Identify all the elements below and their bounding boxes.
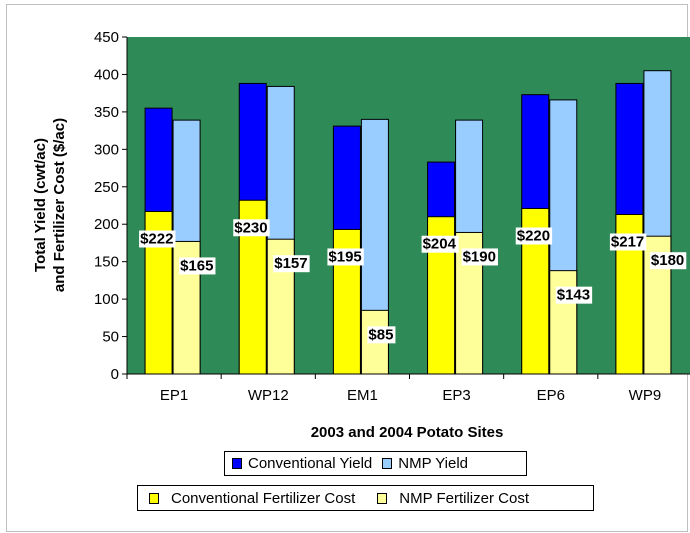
- data-label-nmp-EP6: $143: [555, 286, 593, 304]
- data-label-bg: [461, 248, 498, 266]
- y-tick-label-250: 250: [94, 179, 119, 196]
- legend-item-nmp-yield: NMP Yield: [382, 455, 468, 472]
- x-axis-title: 2003 and 2004 Potato Sites: [311, 424, 504, 441]
- y-tick-label-400: 400: [94, 66, 119, 83]
- data-label-text: $143: [557, 287, 590, 304]
- legend-label-conventional-yield: Conventional Yield: [248, 455, 373, 472]
- data-label-text: $180: [651, 252, 684, 269]
- data-label-nmp-EM1: $85: [367, 326, 396, 344]
- x-tick-label-EM1: EM1: [347, 387, 378, 404]
- data-label-bg: [515, 227, 553, 245]
- legend-item-conventional-yield: Conventional Yield: [232, 455, 372, 472]
- legend-cost: Conventional Fertilizer Cost NMP Fertili…: [137, 485, 594, 511]
- y-tick-label-0: 0: [111, 366, 119, 383]
- data-label-conventional-EP1: $222: [139, 230, 176, 248]
- data-label-bg: [327, 248, 364, 266]
- data-label-text: $165: [180, 257, 213, 274]
- data-label-bg: [139, 230, 176, 248]
- x-tick-label-WP12: WP12: [248, 387, 289, 404]
- y-tick-label-150: 150: [94, 254, 119, 271]
- data-label-text: $190: [463, 248, 496, 265]
- legend-item-conventional-cost: Conventional Fertilizer Cost: [149, 490, 355, 507]
- data-label-text: $230: [234, 219, 267, 236]
- y-tick-label-300: 300: [94, 141, 119, 158]
- data-label-bg: [609, 233, 647, 251]
- y-tick-label-350: 350: [94, 104, 119, 121]
- data-label-bg: [179, 257, 216, 275]
- data-label-text: $222: [140, 230, 173, 247]
- x-tick-label-EP6: EP6: [537, 387, 565, 404]
- data-label-bg: [367, 326, 396, 344]
- data-label-nmp-WP9: $180: [649, 252, 687, 270]
- y-tick-label-100: 100: [94, 291, 119, 308]
- data-label-text: $157: [274, 255, 307, 272]
- data-label-conventional-WP12: $230: [233, 219, 270, 237]
- y-axis-title-line1: Total Yield (cwt/ac): [32, 138, 49, 272]
- data-label-text: $85: [368, 326, 393, 343]
- data-label-nmp-EP3: $190: [461, 248, 498, 266]
- swatch-nmp-cost: [377, 492, 388, 504]
- data-label-bg: [555, 286, 593, 304]
- swatch-conventional-yield: [232, 458, 242, 469]
- data-label-bg: [421, 235, 459, 253]
- data-label-bg: [273, 255, 310, 273]
- data-label-conventional-WP9: $217: [609, 233, 647, 251]
- x-tick-label-WP9: WP9: [629, 387, 662, 404]
- data-label-text: $217: [611, 233, 644, 250]
- data-label-nmp-EP1: $165: [179, 257, 216, 275]
- data-label-text: $220: [517, 227, 550, 244]
- plot-area: [127, 37, 690, 374]
- y-tick-label-200: 200: [94, 216, 119, 233]
- data-label-bg: [649, 252, 687, 270]
- swatch-nmp-yield: [382, 458, 393, 469]
- swatch-conventional-cost: [149, 492, 159, 504]
- legend-item-nmp-cost: NMP Fertilizer Cost: [377, 490, 529, 507]
- y-tick-label-450: 450: [94, 29, 119, 46]
- legend-label-conventional-cost: Conventional Fertilizer Cost: [171, 489, 356, 507]
- data-label-text: $204: [423, 236, 457, 253]
- legend-label-nmp-yield: NMP Yield: [398, 455, 469, 472]
- x-tick-label-EP1: EP1: [160, 387, 188, 404]
- y-axis-title-line2: and Fertilizer Cost ($/ac): [51, 118, 68, 292]
- legend-yield: Conventional Yield NMP Yield: [224, 451, 527, 476]
- data-label-conventional-EM1: $195: [327, 248, 364, 266]
- data-label-nmp-WP12: $157: [273, 255, 310, 273]
- y-tick-label-50: 50: [102, 329, 119, 346]
- data-label-bg: [233, 219, 270, 237]
- data-label-conventional-EP3: $204: [421, 235, 459, 253]
- data-label-conventional-EP6: $220: [515, 227, 553, 245]
- data-label-text: $195: [328, 248, 361, 265]
- legend-label-nmp-cost: NMP Fertilizer Cost: [399, 489, 529, 507]
- x-tick-label-EP3: EP3: [442, 387, 470, 404]
